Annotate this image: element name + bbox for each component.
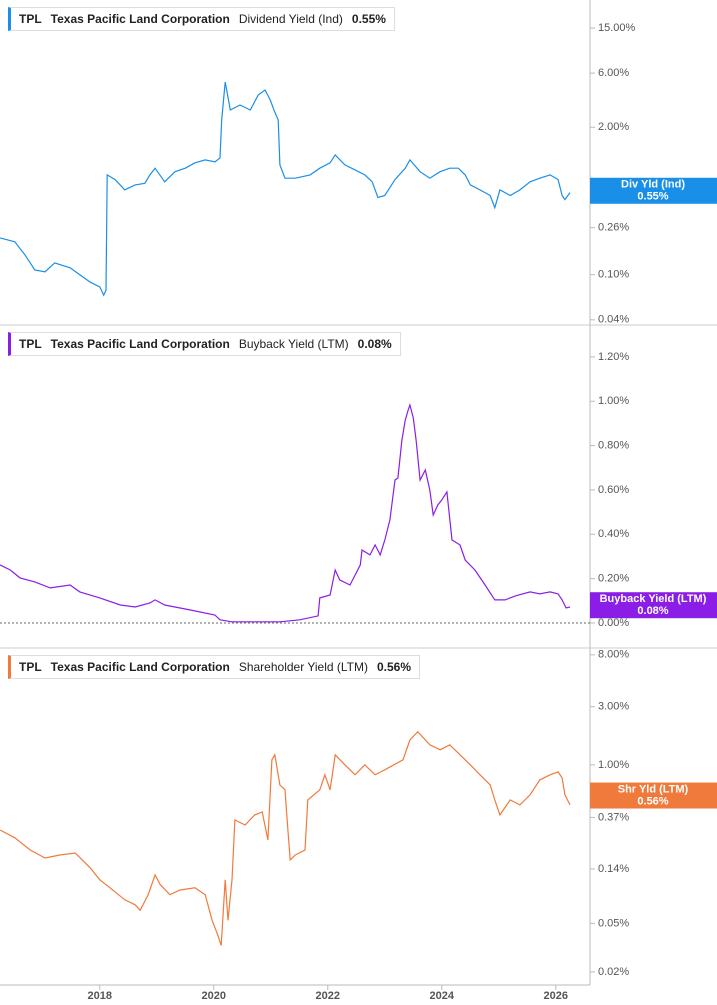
x-tick-label: 2022 bbox=[316, 990, 340, 1002]
x-tick-label: 2026 bbox=[544, 990, 568, 1002]
current-value: 0.56% bbox=[377, 660, 412, 674]
y-tick-label: 2.00% bbox=[598, 121, 629, 133]
chart-header: TPL Texas Pacific Land Corporation Buyback… bbox=[8, 332, 401, 356]
value-tag bbox=[590, 782, 717, 809]
x-tick-label: 2024 bbox=[430, 990, 455, 1002]
value-tag bbox=[590, 592, 717, 619]
y-tick-label: 1.00% bbox=[598, 759, 629, 771]
metric-name: Shareholder Yield (LTM) bbox=[238, 660, 368, 674]
company-name: Texas Pacific Land Corporation bbox=[50, 12, 230, 26]
y-tick-label: 0.04% bbox=[598, 314, 629, 326]
y-tick-label: 0.00% bbox=[598, 617, 629, 629]
y-tick-label: 0.26% bbox=[598, 222, 629, 234]
value-tag bbox=[590, 177, 717, 204]
chart-header: TPL Texas Pacific Land Corporation Dividen… bbox=[8, 7, 395, 31]
value-tag-value: 0.56% bbox=[637, 795, 668, 807]
y-tick-label: 0.10% bbox=[598, 269, 629, 281]
ticker: TPL bbox=[19, 660, 42, 674]
y-tick-label: 0.80% bbox=[598, 440, 629, 452]
current-value: 0.55% bbox=[351, 12, 386, 26]
ticker: TPL bbox=[19, 12, 42, 26]
y-tick-label: 0.60% bbox=[598, 484, 629, 496]
metric-name: Dividend Yield (Ind) bbox=[238, 12, 343, 26]
y-tick-label: 3.00% bbox=[598, 701, 629, 713]
current-value: 0.08% bbox=[357, 337, 392, 351]
company-name: Texas Pacific Land Corporation bbox=[50, 337, 230, 351]
value-tag-value: 0.08% bbox=[637, 605, 668, 617]
company-name: Texas Pacific Land Corporation bbox=[50, 660, 230, 674]
value-tag-name: Div Yld (Ind) bbox=[621, 179, 685, 191]
value-tag-name: Buyback Yield (LTM) bbox=[600, 593, 707, 605]
y-tick-label: 8.00% bbox=[598, 649, 629, 661]
y-tick-label: 0.02% bbox=[598, 966, 629, 978]
y-tick-label: 6.00% bbox=[598, 67, 629, 79]
y-tick-label: 15.00% bbox=[598, 22, 636, 34]
value-tag-value: 0.55% bbox=[637, 191, 668, 203]
y-tick-label: 0.40% bbox=[598, 528, 629, 540]
x-tick-label: 2020 bbox=[202, 990, 226, 1002]
y-tick-label: 0.14% bbox=[598, 863, 629, 875]
y-tick-label: 0.05% bbox=[598, 917, 629, 929]
x-tick-label: 2018 bbox=[88, 990, 112, 1002]
data-line bbox=[0, 730, 571, 946]
value-tag-name: Shr Yld (LTM) bbox=[618, 783, 689, 795]
y-tick-label: 0.37% bbox=[598, 811, 629, 823]
data-line bbox=[0, 81, 571, 297]
ticker: TPL bbox=[19, 337, 42, 351]
metric-name: Buyback Yield (LTM) bbox=[238, 337, 349, 351]
chart-header: TPL Texas Pacific Land Corporation Shareho… bbox=[8, 655, 421, 679]
y-tick-label: 1.20% bbox=[598, 351, 629, 363]
y-tick-label: 0.20% bbox=[598, 573, 629, 585]
y-tick-label: 1.00% bbox=[598, 395, 629, 407]
data-line bbox=[0, 402, 571, 623]
